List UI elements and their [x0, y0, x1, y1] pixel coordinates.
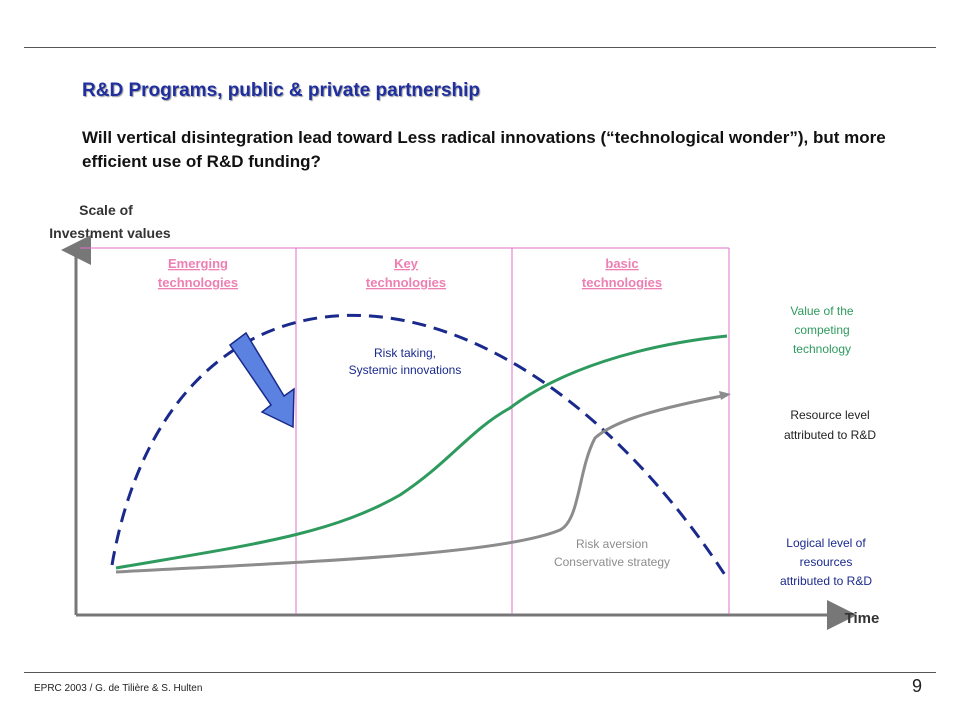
gray-curve-resource-level — [115, 393, 728, 574]
y-axis-label-line2: Investment values — [49, 225, 171, 241]
page-number: 9 — [911, 676, 922, 696]
legend-blue-line1: Logical level of — [786, 536, 866, 550]
phase-label-emerging-line2: technologies — [158, 275, 238, 290]
downward-arrow-icon — [228, 331, 295, 429]
gray-curve-arrowhead — [719, 391, 731, 400]
legend-green-line2: competing — [794, 323, 849, 337]
y-axis-label-line1: Scale of — [79, 202, 133, 218]
phase-label-key-line1: Key — [394, 256, 419, 271]
slide-subtitle: Will vertical disintegration lead toward… — [82, 128, 886, 171]
phase-label-key-line2: technologies — [366, 275, 446, 290]
legend-green-line3: technology — [793, 342, 851, 356]
annotation-risk-taking-line2: Systemic innovations — [349, 363, 462, 377]
blue-dashed-curve-logical-level — [110, 313, 729, 579]
legend-green-line1: Value of the — [790, 304, 853, 318]
slide-title: R&D Programs, public & private partnersh… — [82, 80, 481, 101]
bottom-rule — [24, 672, 936, 673]
legend-gray-line2: attributed to R&D — [784, 428, 876, 442]
phase-label-basic-line2: technologies — [582, 275, 662, 290]
annotation-risk-aversion-line1: Risk aversion — [576, 537, 648, 551]
phase-dividers — [80, 247, 730, 614]
top-rule — [24, 47, 936, 48]
legend-blue-line2: resources — [800, 555, 853, 569]
legend-gray-line1: Resource level — [790, 408, 869, 422]
phase-label-basic-line1: basic — [605, 256, 638, 271]
legend-blue-line3: attributed to R&D — [780, 574, 872, 588]
annotation-risk-aversion-line2: Conservative strategy — [554, 555, 670, 569]
x-axis-label: Time — [845, 610, 880, 627]
phase-label-emerging-line1: Emerging — [168, 256, 228, 271]
footer-credit: EPRC 2003 / G. de Tilière & S. Hulten — [34, 683, 203, 694]
annotation-risk-taking-line1: Risk taking, — [374, 346, 436, 360]
green-curve-competing-technology-value — [115, 334, 728, 570]
